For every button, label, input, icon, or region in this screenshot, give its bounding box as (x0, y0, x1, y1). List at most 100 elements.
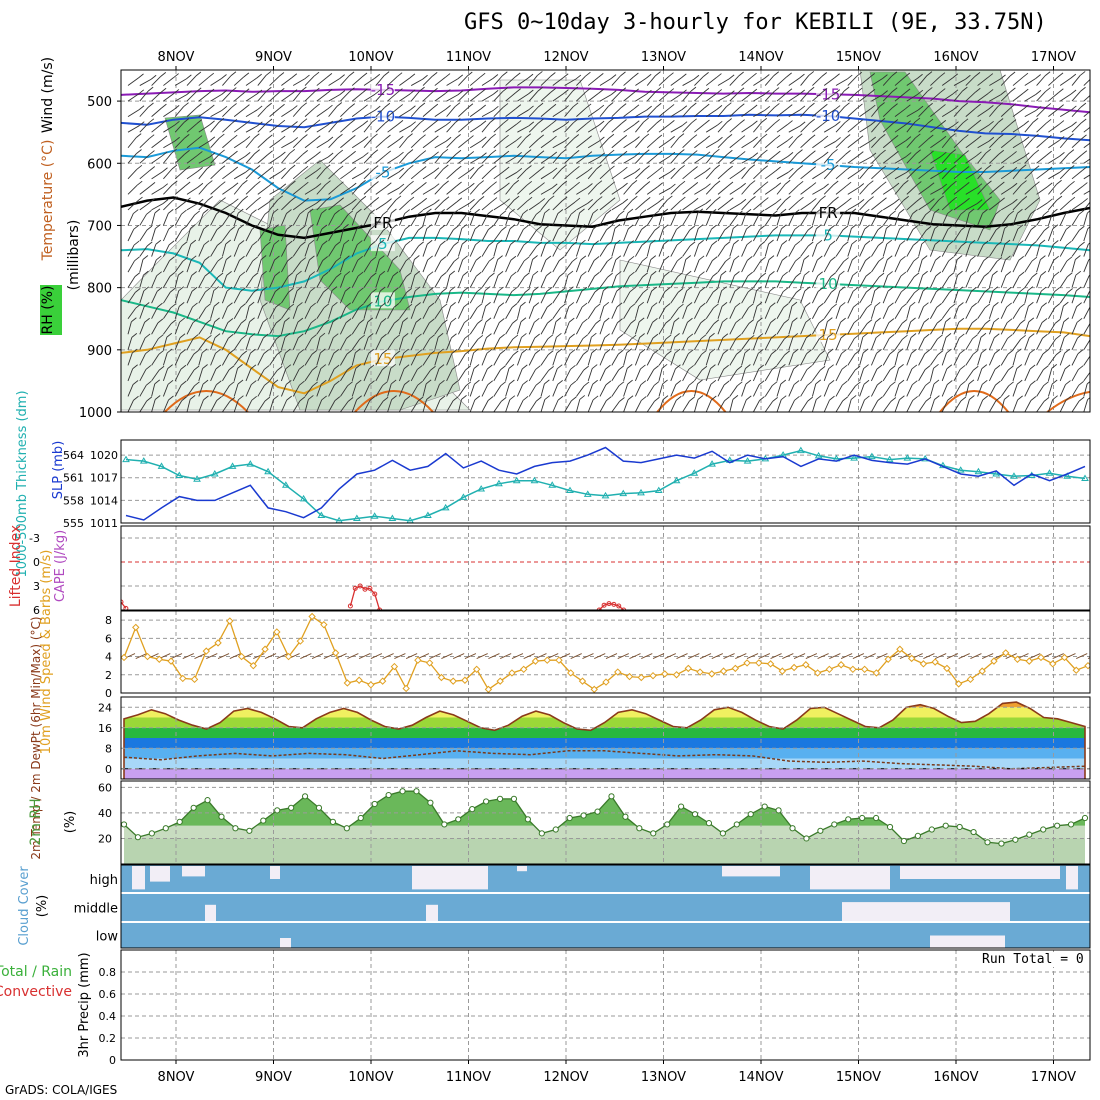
wind-barb (210, 337, 216, 350)
wind-barb (882, 401, 892, 412)
slp-tick-label: 1020 (90, 449, 118, 462)
wind-barb-flag (290, 180, 296, 186)
wind-barb-flag (807, 210, 813, 215)
wind-barb-flag (905, 120, 911, 126)
wind-barb-flag (426, 395, 432, 400)
wind-barb (517, 200, 528, 211)
wind-barb-flag (828, 380, 835, 385)
wind-barb-flag (381, 349, 388, 355)
wind-barb (646, 138, 658, 149)
wind-barb-flag (286, 395, 292, 401)
pressure-tick-label: 500 (87, 95, 112, 110)
wind-barb (328, 153, 339, 164)
wind-barb (481, 137, 492, 149)
wind-barb-flag (878, 241, 884, 246)
wind-barb-flag (538, 150, 545, 156)
wind-barb (941, 229, 949, 242)
wind-barb (233, 307, 242, 319)
wind-barb-flag (420, 166, 427, 171)
wind-barb-flag (241, 334, 247, 340)
wind-barb (800, 229, 809, 242)
wind-barb-flag (723, 380, 730, 386)
wind-barb-flag (499, 349, 506, 355)
wind-barb-flag (675, 364, 681, 370)
wind-barb (528, 138, 540, 149)
wind-barb (340, 401, 349, 412)
wind-barb (918, 275, 924, 288)
wind-barb-flag (215, 364, 222, 370)
wind-barb (387, 139, 399, 149)
rh-point (260, 817, 267, 824)
wind-barb-flag (1043, 226, 1050, 231)
wind-barb (1024, 94, 1037, 102)
wind-barb (1012, 168, 1022, 180)
wind-barb (363, 276, 372, 288)
wind-barb-flag (368, 348, 374, 354)
wind-barb (375, 75, 385, 86)
wind-barb (1000, 369, 1009, 382)
wind-barb (764, 138, 776, 149)
wind-barb (174, 213, 182, 226)
wind-barb-flag (901, 303, 907, 308)
wind-barb-flag (149, 150, 155, 155)
wind-barb-flag (206, 334, 212, 340)
wind-barb (918, 186, 930, 195)
wind-barb-flag (703, 87, 710, 93)
wind10m-point (1049, 660, 1057, 668)
wind-barb (623, 244, 630, 257)
wind-barb (717, 122, 728, 133)
wind-barb (221, 322, 229, 335)
wind-barb (469, 156, 482, 164)
wind-barb-flag (757, 333, 764, 338)
wind-barb (398, 337, 404, 350)
wind-barb (1059, 137, 1069, 149)
wind-barb-flag (1056, 179, 1062, 185)
wind-barb (635, 169, 645, 180)
wind-barb-flag (1035, 105, 1042, 111)
wind-barb (422, 123, 434, 133)
wind-barb (882, 275, 889, 288)
wind-barb-flag (703, 72, 709, 77)
wind-barb-flag (982, 224, 989, 230)
rh-point (845, 816, 852, 823)
wind-barb (399, 77, 411, 86)
wind-barb-flag (409, 89, 416, 95)
wind-barb-flag (393, 303, 400, 308)
pressure-tick-label: 1000 (79, 406, 112, 421)
wind-barb (127, 125, 140, 133)
wind-barb (387, 123, 399, 133)
wind-barb (1047, 260, 1055, 273)
wind-barb (257, 400, 266, 412)
wind-barb (1000, 291, 1007, 304)
wind-barb-flag (674, 348, 681, 354)
wind-barb (811, 383, 817, 397)
wind-barb-flag (135, 303, 141, 309)
wind-barb (186, 243, 192, 257)
wind-barb (493, 214, 502, 226)
wind-barb-flag (734, 286, 741, 292)
wind-barb-flag (453, 225, 459, 231)
wind-barb-flag (425, 379, 432, 385)
wind-barb (375, 122, 386, 133)
wind-barb-flag (593, 256, 600, 261)
wind-barb-flag (819, 350, 825, 355)
wind-barb (493, 322, 500, 335)
wind-barb-flag (179, 333, 186, 339)
rh-point (622, 813, 629, 820)
wind-barb-flag (1004, 395, 1010, 400)
wind-barb (328, 78, 340, 86)
wind-barb-flag (819, 366, 826, 371)
wind-barb-flag (656, 134, 663, 140)
wind-barb-flag (382, 225, 389, 231)
wind-barb-flag (846, 74, 853, 80)
wind-barb-flag (761, 117, 768, 123)
wind-barb (127, 184, 138, 195)
wind10m-barb (135, 653, 147, 659)
wind-barb-flag (197, 167, 203, 172)
wind-barb-flag (217, 256, 223, 262)
wind-barb (693, 228, 699, 242)
wind-barb (410, 106, 421, 117)
wind-barb-flag (1069, 180, 1075, 186)
wind-barb-flag (146, 241, 153, 247)
wind-barb (210, 137, 220, 149)
